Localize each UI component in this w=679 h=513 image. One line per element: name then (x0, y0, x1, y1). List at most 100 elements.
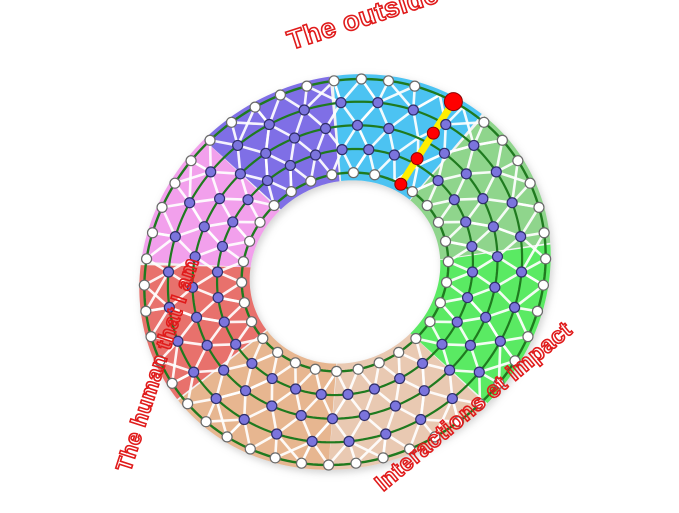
graph-node[interactable] (350, 457, 362, 469)
graph-node[interactable] (145, 331, 157, 343)
graph-node[interactable] (330, 365, 343, 377)
graph-node[interactable] (249, 101, 261, 113)
graph-node[interactable] (225, 116, 238, 128)
graph-node[interactable] (512, 155, 524, 167)
graph-node[interactable] (407, 104, 419, 116)
graph-node[interactable] (389, 400, 402, 412)
graph-node[interactable] (538, 227, 550, 239)
graph-node[interactable] (306, 435, 318, 447)
graph-node[interactable] (369, 169, 381, 181)
graph-node[interactable] (319, 122, 332, 135)
graph-node[interactable] (234, 168, 246, 180)
graph-node[interactable] (172, 335, 184, 347)
graph-node[interactable] (474, 398, 486, 410)
graph-node[interactable] (184, 197, 196, 209)
graph-node[interactable] (323, 459, 335, 471)
graph-node[interactable] (298, 104, 310, 116)
graph-node[interactable] (409, 80, 421, 92)
graph-node[interactable] (238, 297, 251, 309)
graph-node[interactable] (315, 388, 327, 400)
graph-node[interactable] (284, 159, 296, 172)
graph-node[interactable] (328, 75, 340, 87)
graph-node[interactable] (210, 392, 222, 405)
graph-node[interactable] (496, 134, 508, 146)
graph-node[interactable] (468, 139, 480, 152)
graph-node[interactable] (182, 398, 194, 410)
graph-node[interactable] (522, 331, 534, 343)
graph-node[interactable] (236, 276, 248, 288)
graph-node[interactable] (515, 266, 528, 278)
graph-node[interactable] (166, 377, 178, 389)
graph-node[interactable] (540, 253, 552, 265)
graph-node[interactable] (440, 276, 453, 288)
graph-node[interactable] (351, 119, 364, 131)
graph-node[interactable] (480, 311, 492, 323)
graph-node[interactable] (383, 122, 395, 135)
graph-node[interactable] (373, 357, 385, 369)
graph-node[interactable] (461, 291, 474, 304)
graph-node[interactable] (201, 339, 213, 351)
graph-node[interactable] (230, 338, 242, 350)
graph-node[interactable] (440, 118, 452, 131)
graph-node[interactable] (448, 194, 460, 206)
graph-node[interactable] (218, 364, 230, 376)
graph-node[interactable] (185, 155, 197, 167)
graph-node[interactable] (188, 366, 200, 378)
graph-node[interactable] (156, 201, 168, 213)
graph-node[interactable] (358, 409, 371, 422)
graph-node[interactable] (335, 97, 347, 109)
graph-node[interactable] (246, 357, 258, 370)
graph-node[interactable] (163, 301, 175, 314)
graph-node[interactable] (257, 332, 269, 345)
graph-node[interactable] (434, 297, 446, 309)
graph-node[interactable] (295, 457, 308, 469)
graph-node[interactable] (446, 392, 458, 405)
graph-node[interactable] (460, 216, 472, 228)
graph-node[interactable] (266, 372, 278, 385)
graph-node[interactable] (380, 428, 392, 440)
graph-node[interactable] (347, 167, 360, 179)
graph-node[interactable] (268, 199, 280, 212)
graph-node[interactable] (326, 413, 339, 425)
graph-node[interactable] (442, 256, 454, 268)
graph-node[interactable] (477, 193, 489, 205)
graph-node[interactable] (232, 139, 244, 152)
graph-node[interactable] (189, 251, 201, 263)
highlight-node[interactable] (410, 152, 424, 166)
graph-node[interactable] (509, 355, 521, 367)
graph-node[interactable] (266, 400, 278, 412)
highlight-polyline[interactable] (397, 98, 457, 188)
graph-node[interactable] (466, 266, 479, 278)
graph-node[interactable] (393, 346, 405, 359)
highlight-node[interactable] (394, 177, 408, 191)
graph-node[interactable] (288, 132, 301, 144)
graph-node[interactable] (372, 97, 384, 109)
graph-node[interactable] (214, 193, 226, 205)
graph-node[interactable] (263, 118, 275, 131)
graph-node[interactable] (260, 147, 272, 159)
graph-node[interactable] (216, 240, 229, 253)
graph-node[interactable] (274, 89, 286, 101)
graph-node[interactable] (506, 197, 518, 209)
graph-node[interactable] (309, 149, 322, 161)
graph-node[interactable] (227, 216, 239, 228)
graph-node[interactable] (388, 149, 400, 161)
graph-node[interactable] (218, 316, 230, 328)
highlight-nodes[interactable] (394, 92, 463, 191)
graph-node[interactable] (285, 185, 297, 198)
graph-node[interactable] (490, 166, 502, 178)
graph-node[interactable] (205, 166, 217, 178)
graph-node[interactable] (368, 383, 381, 395)
graph-node[interactable] (309, 363, 321, 375)
highlight-node[interactable] (426, 126, 440, 140)
graph-node[interactable] (190, 311, 203, 323)
graph-node[interactable] (451, 316, 463, 328)
graph-node[interactable] (198, 221, 210, 233)
graph-node[interactable] (342, 388, 354, 400)
graph-node[interactable] (410, 332, 422, 345)
graph-node[interactable] (515, 230, 527, 243)
graph-node[interactable] (377, 452, 389, 464)
graph-node[interactable] (237, 256, 250, 268)
graph-node[interactable] (343, 435, 355, 447)
graph-node[interactable] (491, 251, 504, 263)
